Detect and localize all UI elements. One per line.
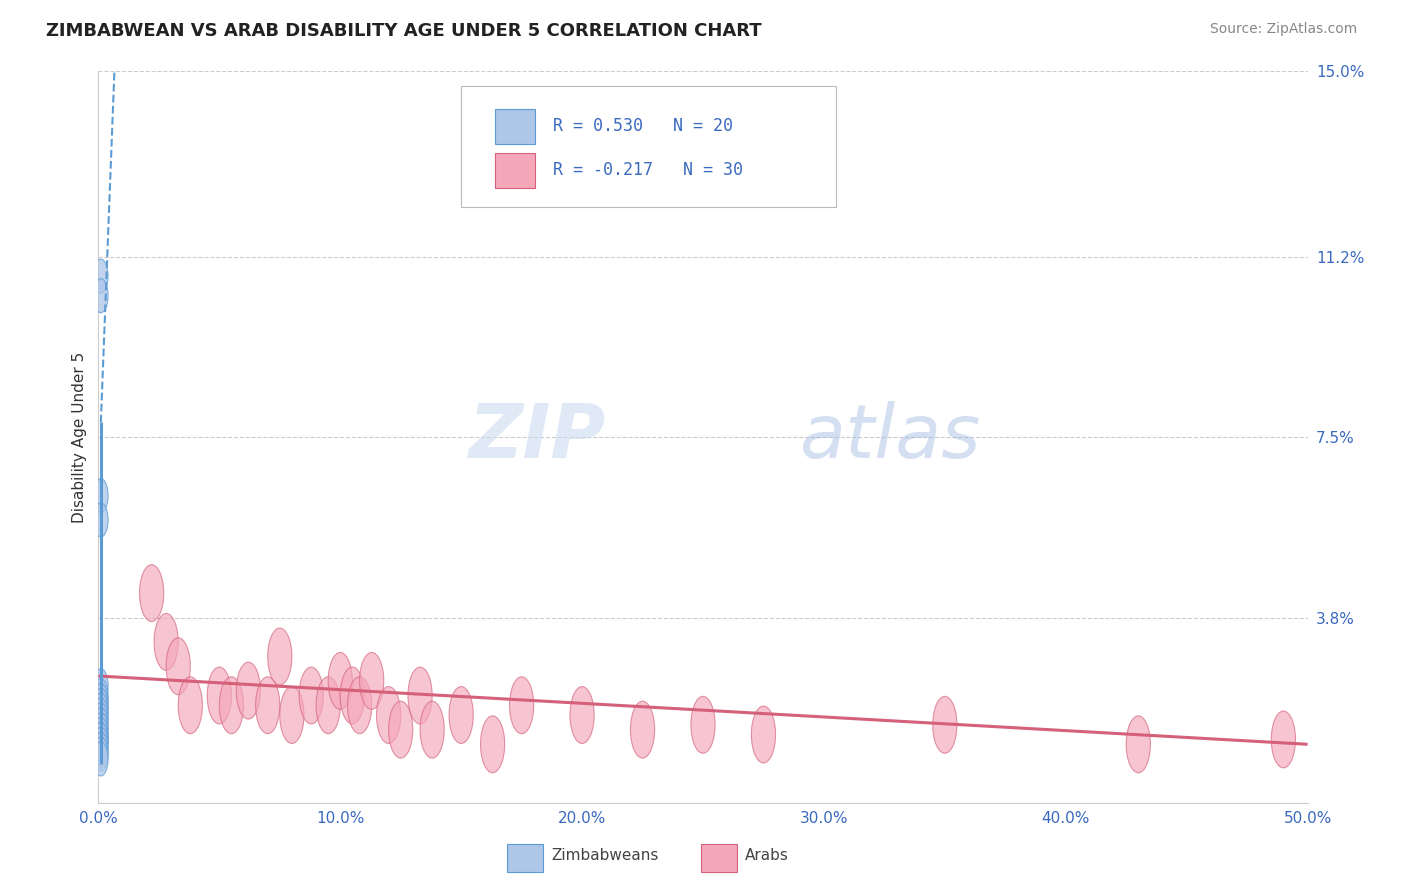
- Text: Arabs: Arabs: [745, 848, 789, 863]
- Ellipse shape: [299, 667, 323, 724]
- Ellipse shape: [509, 677, 534, 734]
- Ellipse shape: [388, 701, 413, 758]
- Ellipse shape: [932, 697, 957, 753]
- Ellipse shape: [236, 662, 260, 719]
- FancyBboxPatch shape: [461, 86, 837, 207]
- Text: R = 0.530   N = 20: R = 0.530 N = 20: [553, 117, 733, 136]
- Ellipse shape: [94, 707, 108, 742]
- Ellipse shape: [94, 732, 108, 766]
- FancyBboxPatch shape: [495, 153, 534, 187]
- FancyBboxPatch shape: [700, 844, 737, 871]
- Ellipse shape: [94, 723, 108, 756]
- Ellipse shape: [420, 701, 444, 758]
- Ellipse shape: [166, 638, 190, 695]
- Ellipse shape: [449, 687, 474, 743]
- Ellipse shape: [94, 679, 108, 713]
- FancyBboxPatch shape: [508, 844, 543, 871]
- Ellipse shape: [340, 667, 364, 724]
- Ellipse shape: [690, 697, 716, 753]
- Ellipse shape: [408, 667, 432, 724]
- Ellipse shape: [347, 677, 371, 734]
- Ellipse shape: [377, 687, 401, 743]
- Ellipse shape: [94, 742, 108, 776]
- Ellipse shape: [267, 628, 292, 685]
- Ellipse shape: [94, 723, 108, 756]
- Ellipse shape: [94, 717, 108, 752]
- Ellipse shape: [94, 703, 108, 737]
- Text: Zimbabweans: Zimbabweans: [551, 848, 659, 863]
- Ellipse shape: [207, 667, 232, 724]
- Ellipse shape: [316, 677, 340, 734]
- Y-axis label: Disability Age Under 5: Disability Age Under 5: [72, 351, 87, 523]
- Ellipse shape: [94, 683, 108, 717]
- Ellipse shape: [569, 687, 595, 743]
- Text: Source: ZipAtlas.com: Source: ZipAtlas.com: [1209, 22, 1357, 37]
- Ellipse shape: [94, 693, 108, 727]
- Ellipse shape: [94, 689, 108, 723]
- Ellipse shape: [751, 706, 776, 763]
- Ellipse shape: [328, 652, 353, 709]
- Ellipse shape: [360, 652, 384, 709]
- Text: ZIP: ZIP: [470, 401, 606, 474]
- Ellipse shape: [1126, 716, 1150, 772]
- Ellipse shape: [139, 565, 163, 622]
- Text: ZIMBABWEAN VS ARAB DISABILITY AGE UNDER 5 CORRELATION CHART: ZIMBABWEAN VS ARAB DISABILITY AGE UNDER …: [46, 22, 762, 40]
- Ellipse shape: [94, 278, 108, 313]
- Ellipse shape: [219, 677, 243, 734]
- Ellipse shape: [94, 698, 108, 732]
- Ellipse shape: [179, 677, 202, 734]
- Ellipse shape: [280, 687, 304, 743]
- Ellipse shape: [481, 716, 505, 772]
- Ellipse shape: [94, 727, 108, 762]
- Ellipse shape: [94, 669, 108, 703]
- Text: atlas: atlas: [800, 401, 981, 473]
- Ellipse shape: [630, 701, 655, 758]
- Text: R = -0.217   N = 30: R = -0.217 N = 30: [553, 161, 742, 179]
- Ellipse shape: [94, 737, 108, 771]
- FancyBboxPatch shape: [495, 109, 534, 144]
- Ellipse shape: [94, 503, 108, 537]
- Ellipse shape: [155, 614, 179, 670]
- Ellipse shape: [94, 259, 108, 293]
- Ellipse shape: [94, 478, 108, 513]
- Ellipse shape: [94, 713, 108, 747]
- Ellipse shape: [1271, 711, 1295, 768]
- Ellipse shape: [256, 677, 280, 734]
